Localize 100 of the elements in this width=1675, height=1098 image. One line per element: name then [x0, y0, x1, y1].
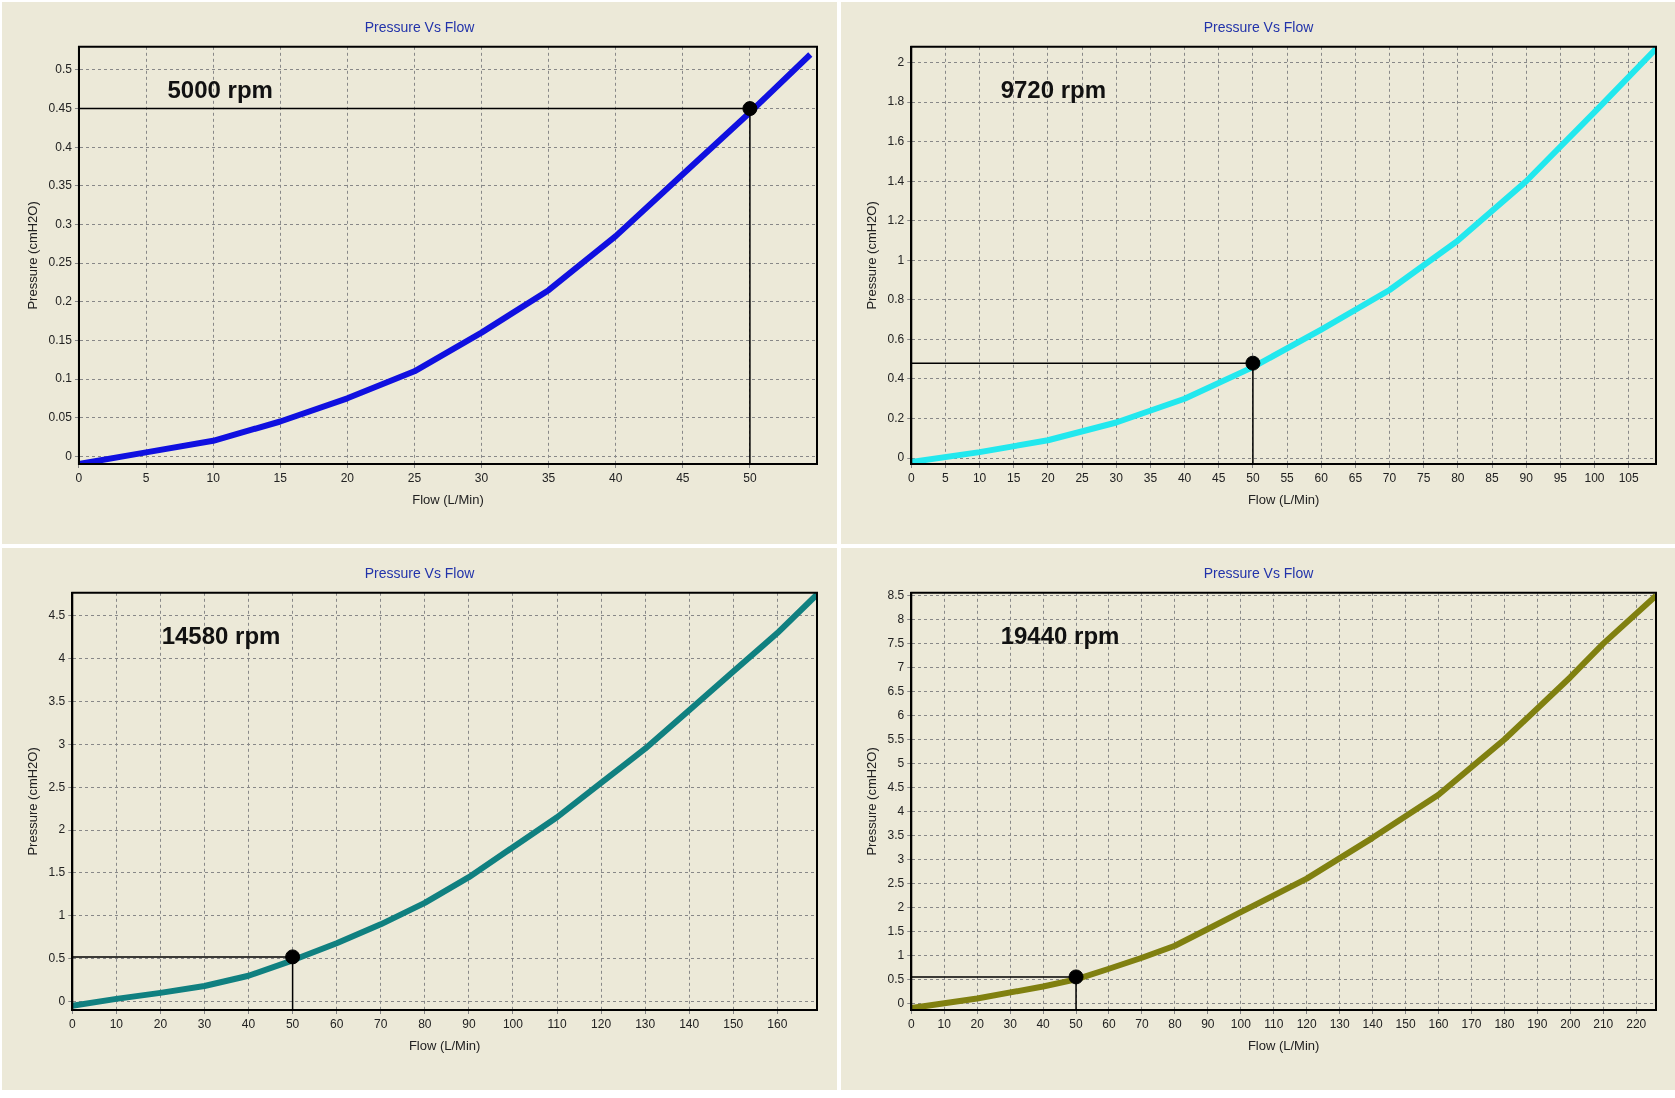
x-tick-label: 90	[1519, 470, 1534, 485]
x-tick-label: 35	[541, 470, 556, 485]
y-tick-label: 1.4	[887, 173, 905, 188]
y-tick-label: 4.5	[48, 608, 66, 623]
x-tick-label: 200	[1560, 1016, 1581, 1031]
x-tick-label: 10	[206, 470, 221, 485]
y-tick-label: 0.5	[887, 971, 905, 986]
y-tick-label: 1.6	[887, 134, 905, 149]
x-tick-label: 70	[374, 1016, 388, 1031]
y-axis-title: Pressure (cmH2O)	[864, 747, 880, 856]
x-tick-label: 40	[609, 470, 623, 485]
y-tick-label: 0.6	[887, 331, 905, 346]
x-tick-label: 110	[547, 1016, 567, 1031]
y-tick-label: 2	[897, 899, 905, 914]
y-tick-label: 2.5	[48, 779, 66, 794]
y-tick-label: 6	[897, 707, 905, 722]
y-tick-label: 4	[897, 803, 905, 818]
x-tick-label: 25	[1075, 470, 1090, 485]
y-tick-label: 0	[65, 448, 73, 463]
y-tick-label: 4.5	[887, 779, 905, 794]
y-tick-label: 0.5	[48, 950, 66, 965]
x-tick-label: 5	[142, 470, 150, 485]
x-tick-label: 140	[679, 1016, 700, 1031]
x-tick-label: 75	[1417, 470, 1431, 485]
y-tick-label: 7.5	[887, 635, 905, 650]
y-tick-label: 0.15	[48, 332, 73, 347]
x-tick-label: 70	[1382, 470, 1397, 485]
y-axis-title: Pressure (cmH2O)	[25, 201, 41, 310]
x-tick-label: 45	[676, 470, 690, 485]
x-tick-label: 160	[1428, 1016, 1449, 1031]
y-tick-label: 3	[58, 736, 66, 751]
y-axis-title: Pressure (cmH2O)	[25, 747, 41, 856]
y-tick-label: 0	[897, 995, 905, 1010]
y-tick-label: 0.4	[55, 139, 73, 154]
y-tick-label: 0.2	[887, 410, 905, 425]
x-tick-label: 150	[1395, 1016, 1416, 1031]
x-tick-label: 110	[1264, 1016, 1284, 1031]
x-tick-label: 80	[1451, 470, 1465, 485]
x-tick-label: 30	[1003, 1016, 1018, 1031]
x-tick-label: 100	[1230, 1016, 1252, 1031]
x-tick-label: 5	[942, 470, 950, 485]
y-tick-label: 1.2	[887, 213, 905, 228]
x-tick-label: 30	[197, 1016, 212, 1031]
x-tick-label: 95	[1553, 470, 1568, 485]
x-tick-label: 130	[1329, 1016, 1350, 1031]
x-tick-label: 50	[285, 1016, 300, 1031]
x-tick-label: 100	[502, 1016, 524, 1031]
x-tick-label: 130	[635, 1016, 656, 1031]
y-tick-label: 0	[58, 993, 66, 1008]
x-tick-label: 160	[767, 1016, 788, 1031]
x-tick-label: 80	[418, 1016, 432, 1031]
y-tick-label: 0.05	[48, 409, 73, 424]
y-tick-label: 0	[897, 450, 905, 465]
x-tick-label: 20	[153, 1016, 168, 1031]
x-tick-label: 70	[1135, 1016, 1149, 1031]
y-tick-label: 0.45	[48, 100, 73, 115]
y-tick-label: 5	[897, 755, 905, 770]
y-tick-label: 2.5	[887, 875, 905, 890]
y-tick-label: 0.8	[887, 292, 905, 307]
x-tick-label: 55	[1280, 470, 1295, 485]
x-tick-label: 50	[1069, 1016, 1084, 1031]
y-tick-label: 5.5	[887, 731, 905, 746]
x-tick-label: 35	[1143, 470, 1158, 485]
y-tick-label: 6.5	[887, 683, 905, 698]
y-tick-label: 3	[897, 851, 905, 866]
x-tick-label: 10	[937, 1016, 952, 1031]
x-tick-label: 140	[1362, 1016, 1383, 1031]
x-tick-label: 40	[1036, 1016, 1051, 1031]
x-tick-label: 50	[1246, 470, 1260, 485]
y-tick-label: 2	[897, 54, 905, 69]
x-tick-label: 60	[1314, 470, 1329, 485]
x-tick-label: 100	[1584, 470, 1605, 485]
x-tick-label: 190	[1527, 1016, 1548, 1031]
annotation: 19440 rpm	[1000, 622, 1120, 650]
x-tick-label: 20	[1041, 470, 1055, 485]
x-tick-label: 120	[1296, 1016, 1318, 1031]
x-tick-label: 80	[1168, 1016, 1182, 1031]
y-tick-label: 0.1	[55, 371, 73, 386]
x-tick-label: 20	[970, 1016, 985, 1031]
y-tick-label: 3.5	[887, 827, 905, 842]
x-tick-label: 0	[75, 470, 83, 485]
y-tick-label: 8	[897, 611, 905, 626]
x-tick-label: 90	[1201, 1016, 1215, 1031]
y-tick-label: 1	[897, 252, 905, 267]
y-tick-label: 1	[58, 908, 66, 923]
y-tick-label: 2	[58, 822, 66, 837]
x-tick-label: 120	[591, 1016, 612, 1031]
y-tick-label: 0.2	[55, 294, 73, 309]
x-tick-label: 10	[109, 1016, 124, 1031]
y-tick-label: 1.5	[48, 865, 66, 880]
x-tick-label: 40	[241, 1016, 256, 1031]
annotation: 9720 rpm	[1000, 76, 1107, 104]
x-tick-label: 40	[1177, 470, 1192, 485]
x-tick-label: 45	[1212, 470, 1226, 485]
x-axis-title: Flow (L/Min)	[412, 491, 484, 507]
y-tick-label: 0.3	[55, 216, 73, 231]
y-tick-label: 1	[897, 947, 905, 962]
x-tick-label: 20	[340, 470, 355, 485]
x-tick-label: 65	[1348, 470, 1363, 485]
y-tick-label: 0.35	[48, 178, 73, 193]
